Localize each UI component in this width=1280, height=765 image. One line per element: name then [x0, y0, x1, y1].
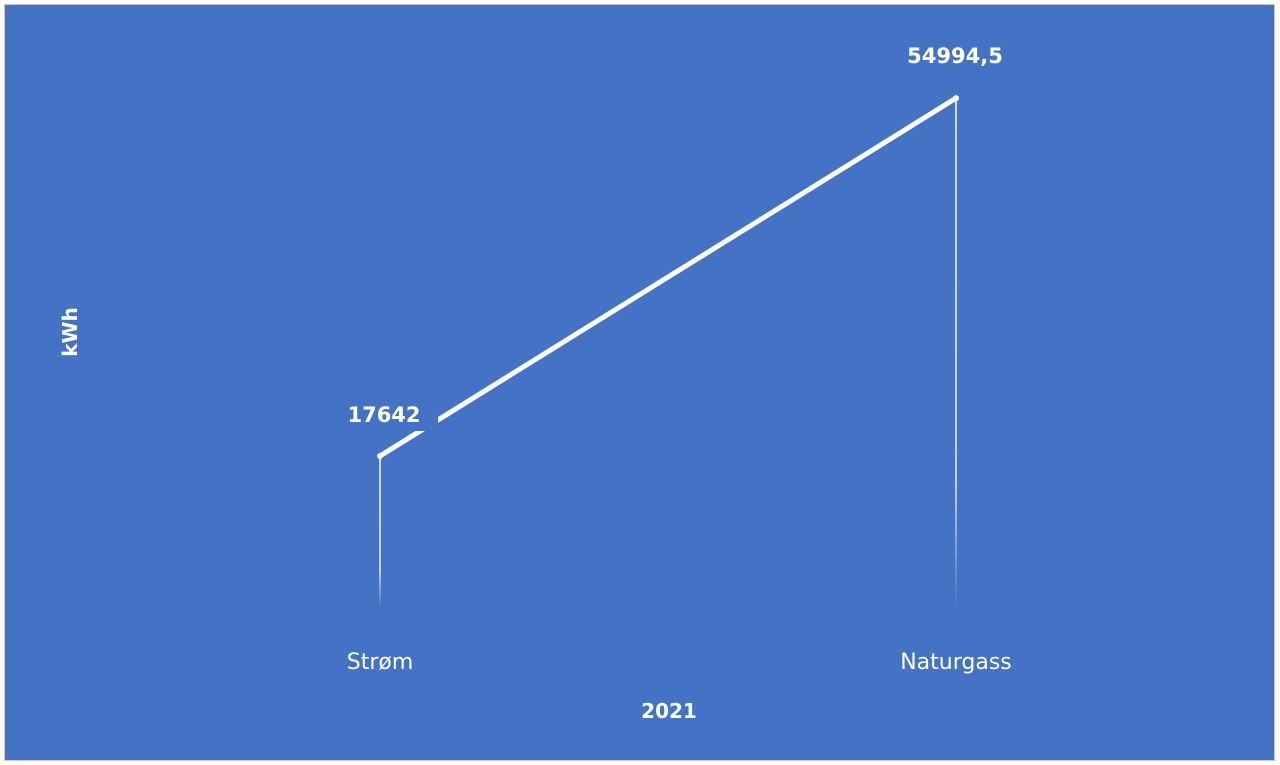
series-line	[377, 95, 959, 459]
data-label-layer: 17642 54994,5	[334, 44, 1003, 431]
series-layer	[377, 95, 959, 459]
y-axis-title: kWh	[58, 307, 82, 357]
line-chart: 17642 54994,5 Strøm Naturgass kWh 2021	[58, 44, 1012, 723]
x-tick-label: Naturgass	[900, 650, 1012, 675]
data-label-naturgass: 54994,5	[907, 44, 1003, 68]
data-point-naturgass	[953, 95, 959, 102]
chart-area: 17642 54994,5 Strøm Naturgass kWh 2021	[4, 4, 1275, 761]
data-point-strøm	[377, 452, 383, 459]
x-axis-title: 2021	[641, 699, 697, 723]
data-label-strom: 17642	[347, 403, 420, 427]
drop-lines	[379, 98, 957, 609]
drop-line-strøm	[379, 455, 381, 608]
data-label-background	[334, 396, 438, 431]
x-tick-label: Strøm	[347, 650, 414, 675]
x-tick-layer: Strøm Naturgass	[347, 650, 1012, 675]
drop-line-naturgass	[955, 98, 957, 609]
